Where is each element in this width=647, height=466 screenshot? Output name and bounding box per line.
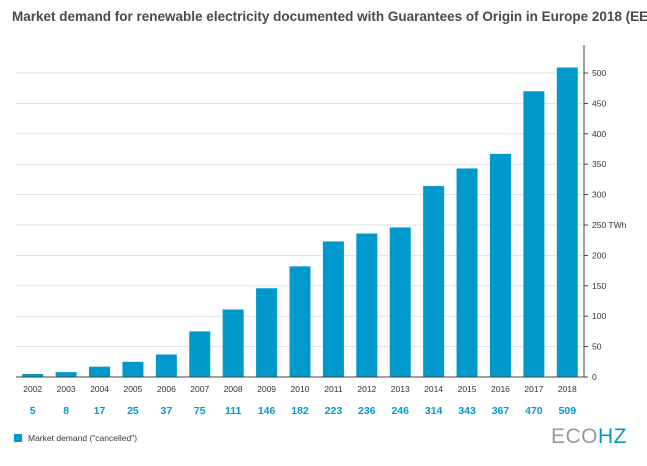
value-label-2005: 25 <box>127 405 139 417</box>
x-tick-label-2012: 2012 <box>357 384 376 394</box>
bar-2008 <box>222 309 244 377</box>
bar-2015 <box>456 168 478 377</box>
x-tick-label-2015: 2015 <box>458 384 477 394</box>
x-tick-labels: 2002 2003 2004 2005 2006 2007 2008 2009 2010 2011… <box>23 384 577 394</box>
y-tick-label-450: 450 <box>592 98 606 108</box>
bar-2004 <box>89 366 111 377</box>
bar-2007 <box>189 331 211 377</box>
x-tick-label-2005: 2005 <box>123 384 142 394</box>
y-tick-label-300: 300 <box>592 190 606 200</box>
value-label-2009: 146 <box>258 405 276 417</box>
x-tick-label-2006: 2006 <box>157 384 176 394</box>
value-label-2004: 17 <box>94 405 106 417</box>
value-label-2006: 37 <box>161 405 173 417</box>
bar-2018 <box>556 67 578 377</box>
y-tick-label-200: 200 <box>592 250 606 260</box>
bar-2005 <box>122 361 144 377</box>
x-tick-label-2009: 2009 <box>257 384 276 394</box>
bar-2003 <box>55 372 77 377</box>
bar-2010 <box>289 266 311 377</box>
x-tick-label-2011: 2011 <box>324 384 343 394</box>
legend-label: Market demand ("cancelled") <box>28 433 138 443</box>
value-label-2012: 236 <box>358 405 376 417</box>
y-tick-labels: 0 50 100 150 200 250 TWh 300 350 400 450 500 <box>584 68 627 382</box>
y-tick-label-400: 400 <box>592 129 606 139</box>
bar-2002 <box>22 373 44 377</box>
legend-swatch <box>14 434 22 442</box>
logo-eco: ECO <box>550 425 598 448</box>
value-label-2015: 343 <box>458 405 476 417</box>
bar-2017 <box>523 91 545 378</box>
value-label-2011: 223 <box>325 405 343 417</box>
value-labels: 5 8 17 25 37 75 111 146 182 223 236 246 314 343 367 470… <box>30 405 576 417</box>
logo-hz: HZ <box>598 425 627 448</box>
x-tick-label-2013: 2013 <box>391 384 410 394</box>
chart-title: Market demand for renewable electricity … <box>12 9 647 24</box>
value-label-2003: 8 <box>63 405 69 417</box>
y-tick-label-150: 150 <box>592 281 606 291</box>
x-tick-label-2014: 2014 <box>424 384 443 394</box>
value-label-2002: 5 <box>30 405 36 417</box>
ecohz-logo: ECOHZ <box>551 425 627 449</box>
bar-2016 <box>489 153 511 377</box>
value-label-2007: 75 <box>194 405 206 417</box>
value-label-2013: 246 <box>391 405 409 417</box>
y-tick-label-50: 50 <box>592 342 602 352</box>
bar-2013 <box>389 227 411 377</box>
bar-2012 <box>356 233 378 377</box>
value-label-2008: 111 <box>225 405 242 417</box>
x-tick-label-2008: 2008 <box>224 384 243 394</box>
y-tick-label-350: 350 <box>592 159 606 169</box>
x-tick-label-2003: 2003 <box>57 384 76 394</box>
value-label-2014: 314 <box>425 405 443 417</box>
x-tick-label-2004: 2004 <box>90 384 109 394</box>
x-tick-label-2017: 2017 <box>524 384 543 394</box>
x-tick-label-2018: 2018 <box>558 384 577 394</box>
value-label-2016: 367 <box>492 405 510 417</box>
x-tick-label-2016: 2016 <box>491 384 510 394</box>
x-tick-label-2010: 2010 <box>291 384 310 394</box>
y-tick-label-500: 500 <box>592 68 606 78</box>
bar-2006 <box>155 354 177 377</box>
bar-2009 <box>256 288 278 377</box>
value-label-2018: 509 <box>559 405 577 417</box>
y-tick-label-100: 100 <box>592 311 606 321</box>
y-tick-label-250: 250 TWh <box>592 220 627 230</box>
legend: Market demand ("cancelled") <box>14 433 137 443</box>
value-label-2017: 470 <box>525 405 543 417</box>
y-tick-label-0: 0 <box>592 372 597 382</box>
bar-2014 <box>423 186 445 377</box>
value-label-2010: 182 <box>291 405 309 417</box>
bar-2011 <box>322 241 344 377</box>
x-tick-label-2002: 2002 <box>23 384 42 394</box>
x-tick-label-2007: 2007 <box>190 384 209 394</box>
bars <box>22 67 578 378</box>
